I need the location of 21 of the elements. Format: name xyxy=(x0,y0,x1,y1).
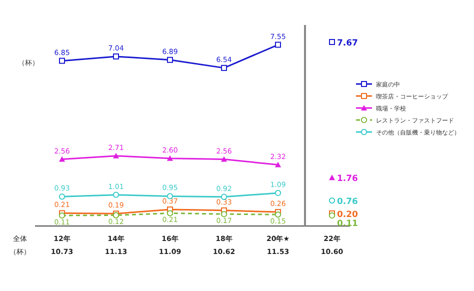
point xyxy=(58,194,66,200)
point xyxy=(221,156,227,162)
point xyxy=(275,42,281,48)
data-label: 7.67 xyxy=(337,38,358,48)
point xyxy=(274,190,282,196)
point xyxy=(167,56,173,63)
point xyxy=(166,210,174,216)
point xyxy=(221,64,227,71)
data-label: 1.76 xyxy=(337,174,358,184)
point xyxy=(113,152,119,158)
point xyxy=(58,212,66,219)
point xyxy=(167,155,173,161)
point xyxy=(112,192,120,198)
point xyxy=(275,162,281,168)
data-label: 0.76 xyxy=(337,197,358,208)
point xyxy=(59,58,65,64)
point xyxy=(59,156,65,162)
point xyxy=(220,211,228,218)
data-label: 0.20 xyxy=(337,210,358,220)
point xyxy=(274,211,282,218)
point xyxy=(113,53,119,60)
